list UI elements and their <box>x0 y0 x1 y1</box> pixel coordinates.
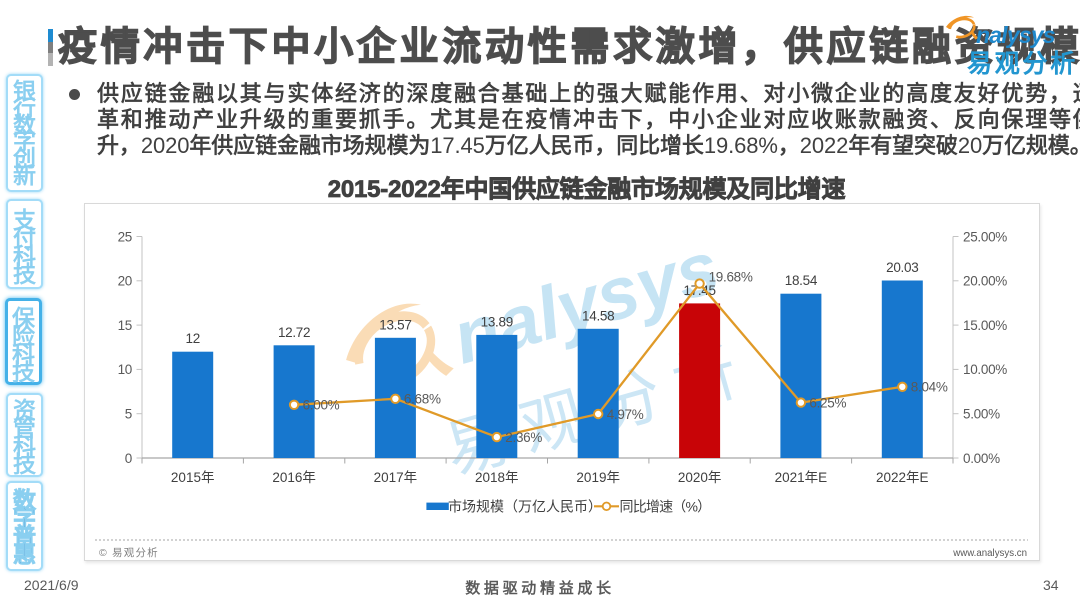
svg-text:20.03: 20.03 <box>886 260 918 275</box>
svg-text:2016年: 2016年 <box>272 470 316 485</box>
svg-text:同比增速（%）: 同比增速（%） <box>620 499 711 515</box>
svg-text:14.58: 14.58 <box>582 308 614 323</box>
svg-text:0: 0 <box>125 451 132 466</box>
svg-text:0.00%: 0.00% <box>963 451 1000 466</box>
svg-text:18.54: 18.54 <box>785 273 818 288</box>
svg-text:10: 10 <box>118 362 132 377</box>
svg-text:12: 12 <box>185 331 199 346</box>
svg-text:5: 5 <box>125 407 132 422</box>
svg-text:20.00%: 20.00% <box>963 274 1007 289</box>
svg-text:2020年: 2020年 <box>678 470 722 485</box>
svg-text:25.00%: 25.00% <box>963 229 1007 244</box>
svg-text:12.72: 12.72 <box>278 325 310 340</box>
svg-text:2019年: 2019年 <box>576 470 620 485</box>
svg-text:4.97%: 4.97% <box>607 407 644 422</box>
svg-text:2018年: 2018年 <box>475 470 519 485</box>
svg-text:www.analysys.cn: www.analysys.cn <box>952 548 1027 559</box>
svg-text:6.68%: 6.68% <box>404 392 441 407</box>
svg-text:2015年: 2015年 <box>171 470 215 485</box>
svg-text:6.00%: 6.00% <box>303 398 340 413</box>
svg-text:2021年E: 2021年E <box>775 470 828 485</box>
svg-text:© 易观分析: © 易观分析 <box>99 546 159 559</box>
svg-text:13.57: 13.57 <box>379 317 411 332</box>
svg-text:2017年: 2017年 <box>374 470 418 485</box>
svg-text:25: 25 <box>118 229 132 244</box>
svg-text:6.25%: 6.25% <box>809 396 846 411</box>
svg-text:15: 15 <box>118 318 132 333</box>
svg-text:2.36%: 2.36% <box>505 430 542 445</box>
svg-text:15.00%: 15.00% <box>963 318 1007 333</box>
svg-text:19.68%: 19.68% <box>709 270 753 285</box>
svg-text:10.00%: 10.00% <box>963 362 1007 377</box>
svg-text:13.89: 13.89 <box>481 314 513 329</box>
svg-text:20: 20 <box>118 274 132 289</box>
svg-text:市场规模（万亿人民币）: 市场规模（万亿人民币） <box>448 499 602 515</box>
svg-text:5.00%: 5.00% <box>963 407 1000 422</box>
svg-text:2022年E: 2022年E <box>876 470 929 485</box>
svg-text:8.04%: 8.04% <box>911 380 948 395</box>
